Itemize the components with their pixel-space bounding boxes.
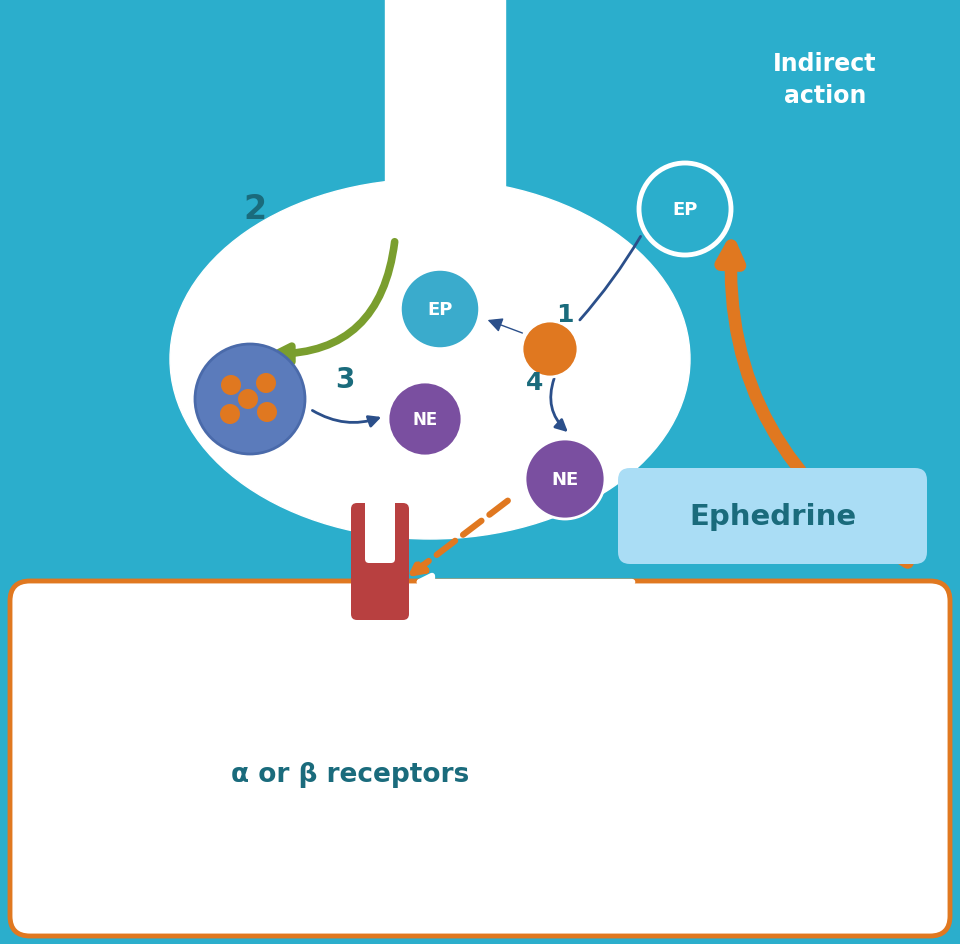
FancyBboxPatch shape (618, 468, 927, 565)
FancyArrowPatch shape (413, 501, 508, 573)
Circle shape (522, 322, 578, 378)
FancyArrowPatch shape (580, 237, 640, 321)
Circle shape (525, 440, 605, 519)
Text: 1: 1 (556, 303, 574, 327)
Text: EP: EP (672, 201, 698, 219)
FancyArrowPatch shape (551, 379, 565, 430)
Text: NE: NE (551, 470, 579, 488)
Text: 2: 2 (244, 194, 267, 227)
Text: 3: 3 (335, 365, 354, 394)
Text: NE: NE (413, 411, 438, 429)
FancyArrowPatch shape (276, 243, 395, 362)
Text: EP: EP (427, 301, 453, 319)
FancyArrowPatch shape (420, 576, 633, 588)
Text: Ephedrine: Ephedrine (689, 502, 856, 531)
Text: 4: 4 (526, 371, 543, 395)
Circle shape (400, 270, 480, 349)
Circle shape (639, 164, 731, 256)
Text: Indirect
action: Indirect action (773, 52, 876, 108)
Text: Direct action: Direct action (515, 599, 656, 618)
Text: α or β receptors: α or β receptors (230, 761, 469, 787)
FancyArrowPatch shape (312, 411, 378, 427)
FancyArrowPatch shape (489, 320, 522, 333)
FancyArrowPatch shape (721, 246, 907, 563)
FancyBboxPatch shape (351, 503, 409, 620)
Circle shape (221, 376, 241, 396)
Circle shape (388, 382, 462, 457)
Circle shape (195, 345, 305, 454)
Circle shape (220, 405, 240, 425)
Circle shape (257, 402, 277, 423)
FancyBboxPatch shape (365, 497, 395, 564)
FancyBboxPatch shape (10, 582, 950, 936)
Circle shape (238, 390, 258, 410)
Circle shape (256, 374, 276, 394)
Ellipse shape (170, 179, 690, 539)
